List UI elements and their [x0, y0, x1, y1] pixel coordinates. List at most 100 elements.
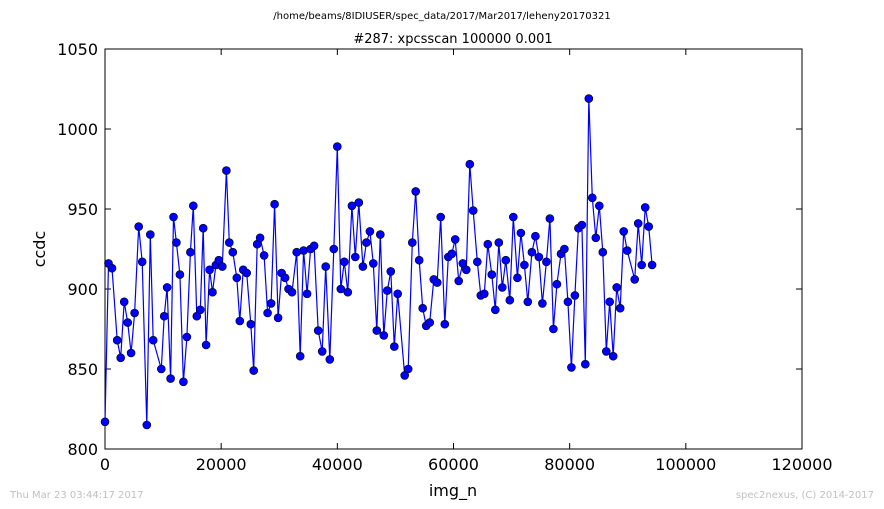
file-path-title: /home/beams/8IDIUSER/spec_data/2017/Mar2… — [273, 11, 610, 22]
data-point — [501, 255, 511, 265]
data-point — [382, 286, 392, 295]
data-point — [505, 295, 515, 305]
data-point — [354, 198, 364, 207]
data-point — [332, 142, 342, 151]
data-point — [605, 297, 615, 307]
data-point — [601, 347, 611, 356]
data-point — [123, 318, 132, 327]
data-point — [222, 166, 231, 175]
data-point — [407, 238, 417, 247]
x-tick-label: 100000 — [655, 455, 716, 474]
data-point — [411, 187, 421, 196]
data-point — [630, 275, 640, 284]
data-point — [633, 219, 643, 228]
data-point — [615, 303, 625, 313]
data-point — [386, 267, 396, 276]
data-point — [375, 230, 385, 239]
data-point — [146, 230, 155, 239]
data-point — [640, 203, 650, 212]
y-tick-label: 950 — [67, 200, 98, 219]
data-point — [235, 316, 245, 326]
data-point — [126, 348, 136, 358]
data-point — [425, 318, 435, 327]
data-point — [249, 366, 258, 375]
x-axis-ticks — [104, 49, 803, 449]
data-point — [299, 246, 308, 255]
data-point — [159, 311, 169, 321]
data-point — [169, 212, 178, 222]
data-point — [137, 257, 147, 267]
data-point — [175, 270, 185, 279]
data-point — [280, 273, 290, 283]
data-point — [142, 420, 152, 430]
data-point — [198, 223, 208, 233]
data-point — [393, 289, 403, 299]
data-point — [580, 359, 590, 369]
chart-title: #287: xpcsscan 100000 0.001 — [353, 32, 552, 47]
data-point — [584, 94, 594, 103]
x-tick-label: 0 — [100, 455, 110, 474]
data-point — [450, 235, 460, 244]
credit-footer: spec2nexus, (C) 2014-2017 — [736, 490, 874, 501]
data-point — [270, 199, 279, 209]
data-point — [619, 227, 629, 236]
data-point — [273, 313, 283, 323]
data-point — [418, 303, 428, 313]
data-point — [479, 289, 489, 299]
data-point — [472, 257, 482, 267]
data-point — [612, 283, 622, 292]
data-point — [325, 355, 335, 364]
data-point — [468, 206, 478, 215]
data-point — [347, 201, 357, 211]
y-axis-label: ccdc — [30, 231, 49, 268]
data-point — [232, 273, 242, 283]
data-point — [483, 239, 493, 249]
data-point — [350, 252, 360, 262]
data-point — [531, 231, 540, 241]
data-point — [162, 283, 172, 292]
data-point — [591, 233, 601, 243]
data-point — [538, 299, 547, 308]
data-point — [389, 342, 399, 351]
data-point — [228, 247, 238, 257]
data-point — [218, 262, 227, 271]
data-point — [317, 347, 327, 356]
ccdc-series-markers — [100, 94, 657, 430]
data-point — [107, 263, 117, 273]
data-point — [436, 212, 446, 222]
x-tick-label: 40000 — [312, 455, 363, 474]
data-point — [225, 238, 234, 247]
data-point — [432, 278, 442, 287]
data-point — [246, 319, 256, 329]
data-point — [266, 299, 276, 308]
data-point — [542, 257, 551, 267]
data-point — [577, 220, 587, 230]
data-point — [112, 335, 122, 345]
data-point — [516, 228, 526, 238]
x-tick-label: 60000 — [428, 455, 479, 474]
x-tick-label: 120000 — [771, 455, 832, 474]
data-point — [570, 291, 580, 300]
data-point — [622, 246, 632, 255]
data-point — [487, 270, 497, 279]
data-point — [263, 308, 272, 318]
data-point — [440, 319, 450, 329]
data-point — [534, 252, 544, 262]
data-point — [549, 324, 558, 334]
data-point — [189, 201, 198, 211]
data-point — [523, 297, 533, 307]
data-point — [494, 238, 504, 247]
data-point — [329, 244, 339, 254]
data-point — [313, 326, 323, 335]
data-point — [119, 297, 129, 307]
data-point — [196, 305, 205, 315]
data-point — [362, 238, 371, 247]
data-point — [560, 244, 569, 254]
data-point — [513, 273, 522, 283]
data-point — [608, 351, 618, 361]
data-point — [644, 222, 654, 231]
y-axis-tick-labels: 800 850 900 950 1000 1050 — [57, 40, 98, 459]
data-point — [368, 259, 378, 268]
data-point — [520, 260, 529, 270]
